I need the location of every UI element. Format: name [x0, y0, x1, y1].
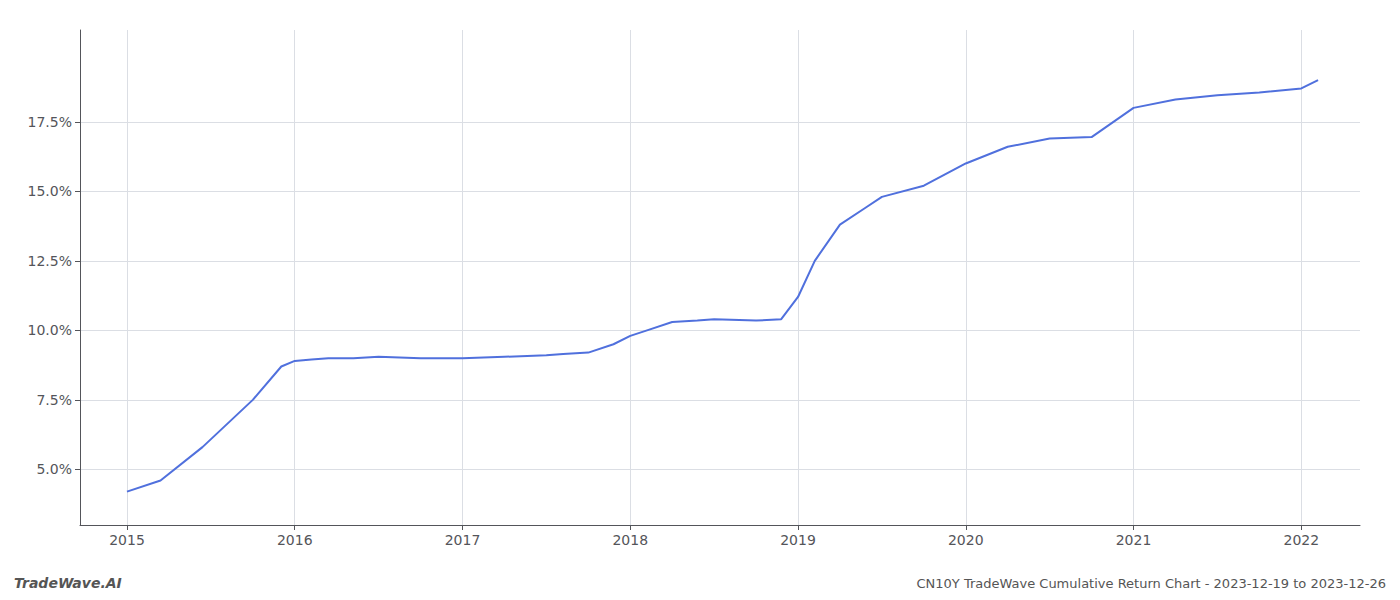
svg-text:TradeWave.AI: TradeWave.AI	[14, 575, 122, 591]
svg-text:10.0%: 10.0%	[28, 322, 72, 338]
svg-text:17.5%: 17.5%	[28, 114, 72, 130]
svg-text:2021: 2021	[1116, 532, 1152, 548]
svg-text:2018: 2018	[612, 532, 648, 548]
svg-text:2019: 2019	[780, 532, 816, 548]
svg-text:5.0%: 5.0%	[36, 461, 72, 477]
svg-text:2022: 2022	[1283, 532, 1319, 548]
svg-text:12.5%: 12.5%	[28, 253, 72, 269]
svg-text:CN10Y TradeWave Cumulative Ret: CN10Y TradeWave Cumulative Return Chart …	[916, 576, 1386, 591]
svg-text:7.5%: 7.5%	[36, 392, 72, 408]
svg-text:2020: 2020	[948, 532, 984, 548]
svg-text:2015: 2015	[109, 532, 145, 548]
svg-text:15.0%: 15.0%	[28, 183, 72, 199]
svg-text:2016: 2016	[277, 532, 313, 548]
svg-text:2017: 2017	[445, 532, 481, 548]
